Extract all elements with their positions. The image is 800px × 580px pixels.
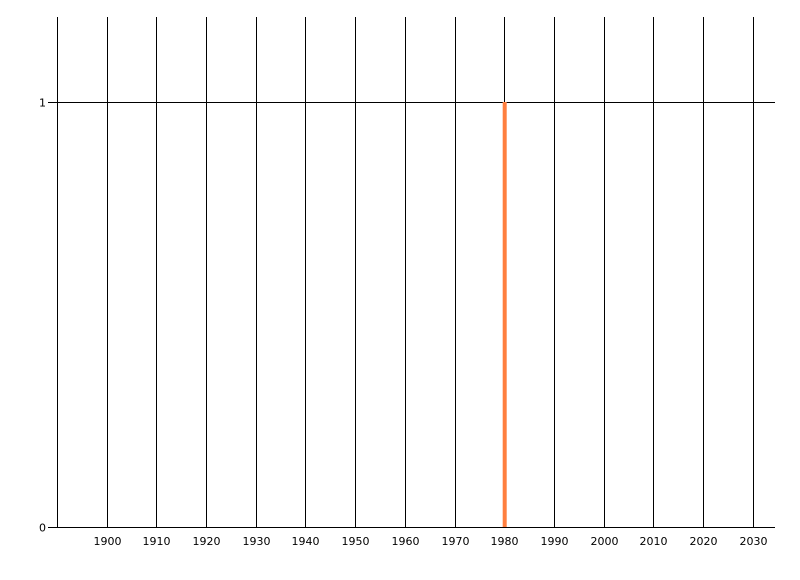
x-tick-label: 1910 bbox=[143, 535, 171, 548]
x-tick-label: 1940 bbox=[292, 535, 320, 548]
x-tick-label: 2020 bbox=[690, 535, 718, 548]
x-tick-label: 1960 bbox=[392, 535, 420, 548]
x-tick-label: 1950 bbox=[342, 535, 370, 548]
x-tick-label: 2030 bbox=[740, 535, 768, 548]
bar bbox=[502, 102, 507, 527]
x-tick-label: 1990 bbox=[541, 535, 569, 548]
x-tick-label: 1930 bbox=[243, 535, 271, 548]
x-tick-label: 2000 bbox=[591, 535, 619, 548]
y-tick-label: 0 bbox=[39, 522, 46, 535]
x-tick-label: 1980 bbox=[491, 535, 519, 548]
x-tick-label: 2010 bbox=[640, 535, 668, 548]
x-tick-label: 1900 bbox=[94, 535, 122, 548]
x-tick-label: 1920 bbox=[193, 535, 221, 548]
y-tick-label: 1 bbox=[39, 97, 46, 110]
x-tick-label: 1970 bbox=[442, 535, 470, 548]
